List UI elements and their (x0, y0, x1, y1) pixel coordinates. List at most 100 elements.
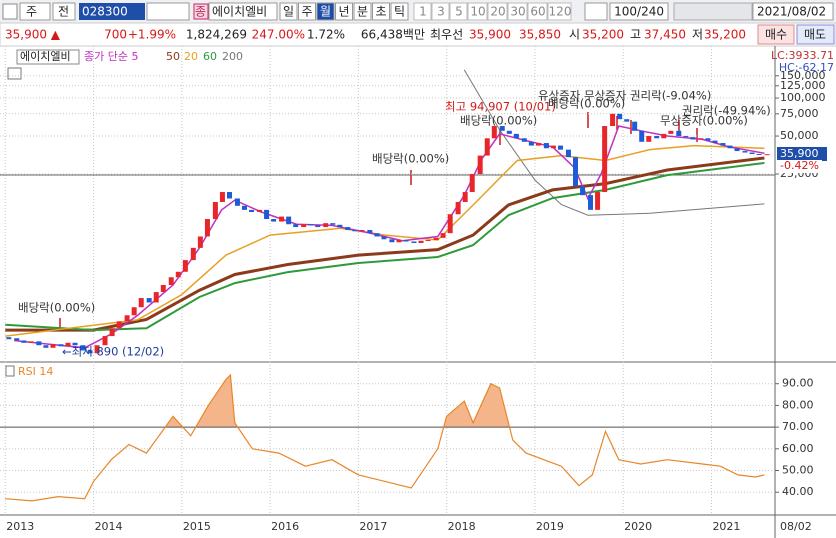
count: 100/240 (614, 5, 664, 19)
candle (102, 336, 108, 346)
candle (367, 230, 373, 234)
candle (264, 209, 270, 220)
last-price-tag (777, 147, 827, 161)
candle (550, 145, 556, 149)
period-button[interactable] (390, 2, 409, 21)
candle (440, 233, 446, 238)
best-label: 최우선 (430, 28, 463, 42)
candle (323, 223, 329, 228)
candle (455, 202, 461, 215)
count-box[interactable] (609, 2, 669, 21)
interval-label: 30 (510, 5, 525, 19)
candle (469, 174, 475, 193)
legend-entry: 종가 단순 5 (84, 50, 138, 63)
y-tick-label: 100,000 (780, 91, 826, 104)
search-buttons[interactable] (146, 2, 190, 21)
candle (94, 345, 100, 354)
period-button[interactable] (372, 2, 390, 21)
y-tick-label: 75,000 (780, 107, 819, 120)
candle (639, 130, 645, 142)
turnover: 1.72% (307, 28, 345, 42)
sell-button[interactable] (796, 24, 835, 45)
interval-button[interactable] (413, 2, 432, 21)
change: 700 (104, 28, 127, 42)
interval-select[interactable] (584, 2, 608, 21)
candle (308, 224, 314, 226)
candle (352, 230, 358, 232)
last-change-bg (777, 160, 822, 173)
interval-button[interactable] (431, 2, 450, 21)
buy-button[interactable] (757, 24, 795, 45)
y-tick-label: 150,000 (780, 69, 826, 82)
candle (153, 292, 159, 303)
candle (131, 307, 137, 316)
date-box[interactable] (752, 2, 834, 21)
period-button[interactable] (335, 2, 353, 21)
candle (727, 145, 733, 149)
y-tick-label: 50,000 (780, 129, 819, 142)
stock-name: 에이치엘비 (212, 5, 267, 19)
candle (345, 227, 351, 231)
market-select[interactable] (19, 2, 51, 21)
candle (528, 141, 534, 146)
period-button[interactable] (279, 2, 298, 21)
candle (624, 119, 630, 122)
period-label: 일 (283, 5, 294, 19)
interval-button[interactable] (467, 2, 488, 21)
grid-icon[interactable] (7, 67, 22, 80)
buy-label: 매수 (765, 28, 787, 42)
scope: 전 (58, 5, 69, 19)
line-series (5, 161, 765, 332)
code-input[interactable] (79, 3, 145, 20)
interval-label: 3 (437, 5, 445, 19)
candle (6, 337, 12, 340)
candle (764, 154, 770, 156)
candle (219, 192, 225, 203)
interval-button[interactable] (487, 2, 508, 21)
candle (80, 345, 86, 351)
open-label: 시 (569, 28, 580, 42)
period-button[interactable] (298, 2, 316, 21)
candle (602, 126, 608, 193)
overbought-fill (165, 375, 510, 428)
interval-label: 1 (419, 5, 427, 19)
candle (433, 237, 439, 241)
rsi-title: RSI 14 (18, 365, 53, 378)
scope-select[interactable] (52, 2, 76, 21)
period-button[interactable] (353, 2, 372, 21)
period-label: 월 (320, 5, 331, 19)
candle (257, 209, 263, 213)
hc-label: HC:-62.17 (779, 61, 834, 74)
interval-label: 20 (490, 5, 505, 19)
candle (558, 145, 564, 150)
line-series (5, 373, 765, 502)
interval-button[interactable] (507, 2, 528, 21)
name-tag: 종 (195, 5, 206, 19)
candle (36, 341, 42, 346)
tool-icons[interactable] (673, 2, 753, 21)
period-button[interactable] (316, 2, 335, 21)
candle (138, 298, 144, 308)
candle (632, 121, 638, 131)
annotation: 배당락(0.00%) (18, 301, 95, 315)
interval-label: 10 (470, 5, 485, 19)
quote-bar (0, 22, 836, 47)
candle (535, 143, 541, 146)
candle (204, 219, 210, 237)
candle (14, 338, 20, 341)
amount: 66,438백만 (361, 28, 425, 42)
interval-button[interactable] (449, 2, 468, 21)
interval-button[interactable] (547, 2, 572, 21)
candle (286, 216, 292, 225)
y-tick-label: 60.00 (782, 442, 814, 455)
x-tick-label: 2014 (95, 520, 123, 533)
candle (617, 113, 623, 120)
candle (749, 152, 755, 155)
candle (521, 138, 527, 142)
menu-button[interactable] (2, 3, 18, 20)
interval-button[interactable] (527, 2, 548, 21)
candle (543, 143, 549, 149)
annotation: 권리락(-49.94%) (682, 104, 771, 118)
